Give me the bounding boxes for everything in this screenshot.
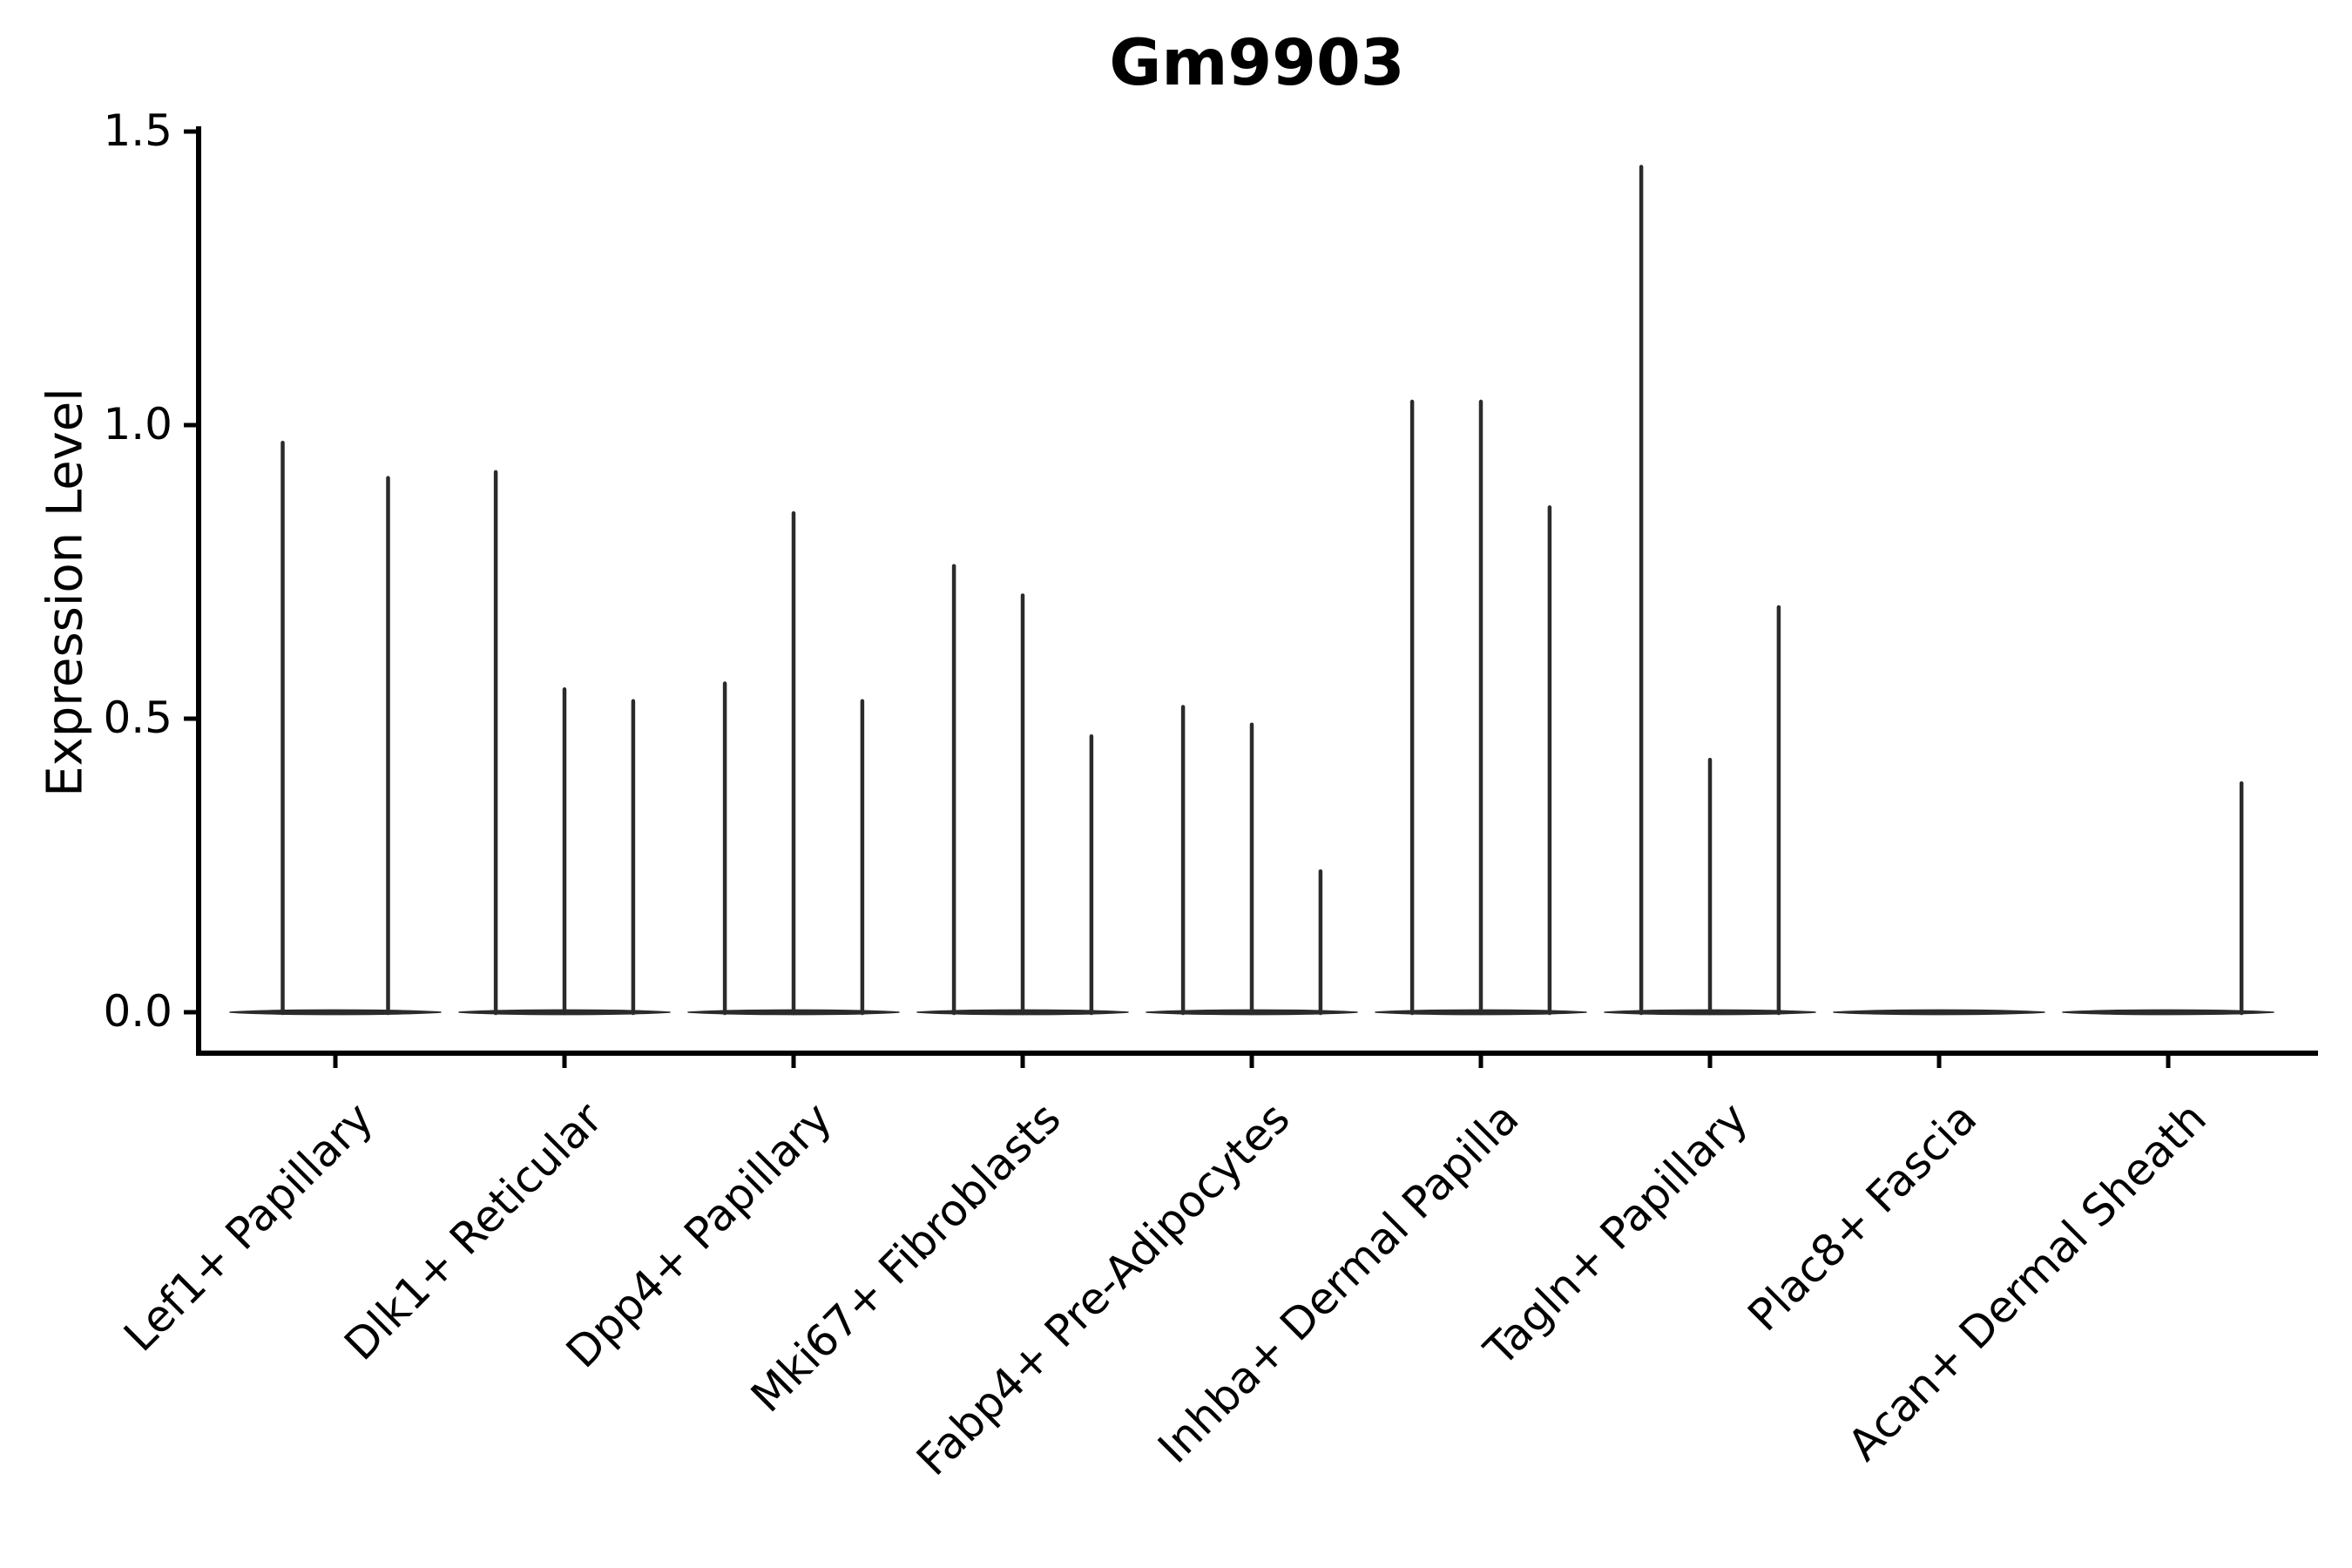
violin-body	[2062, 1009, 2274, 1016]
y-tick-label: 1.0	[103, 399, 172, 449]
y-tick-label: 1.5	[103, 105, 172, 156]
violin-body	[229, 1009, 442, 1016]
violin-body	[1833, 1009, 2045, 1016]
y-tick-label: 0.0	[103, 986, 172, 1037]
chart-title: Gm9903	[1109, 26, 1405, 100]
y-tick-label: 0.5	[103, 693, 172, 743]
